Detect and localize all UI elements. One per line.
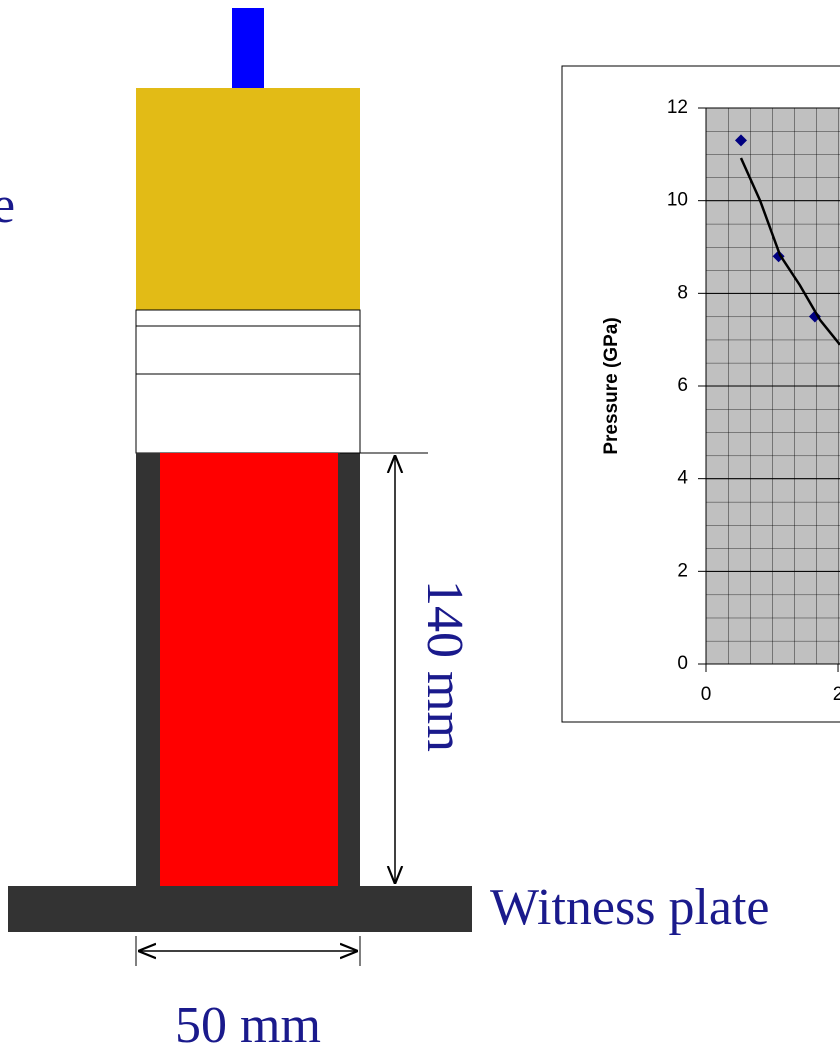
witness-plate (8, 886, 472, 932)
layer (136, 326, 360, 374)
sample (160, 453, 338, 886)
y-axis-label: Pressure (GPa) (601, 317, 622, 454)
driver-block (136, 88, 360, 310)
layer (136, 310, 360, 326)
slide: e 140 mm Witness plate 50 mm Pressure (G… (0, 0, 840, 1058)
x-tick-label: 0 (701, 684, 712, 705)
y-tick-label: 12 (667, 97, 688, 118)
y-tick-label: 0 (677, 653, 688, 674)
y-tick-label: 4 (677, 468, 688, 489)
layer (136, 374, 360, 453)
y-tick-label: 10 (667, 190, 688, 211)
width-label: 50 mm (175, 997, 321, 1054)
y-tick-label: 8 (677, 282, 688, 303)
y-tick-label: 6 (677, 375, 688, 396)
left-label: e (0, 177, 15, 234)
x-tick-label: 2 (833, 684, 840, 705)
y-tick-label: 2 (677, 560, 688, 581)
height-label: 140 mm (416, 580, 473, 752)
plate-label: Witness plate (490, 879, 770, 936)
rod (232, 8, 264, 88)
